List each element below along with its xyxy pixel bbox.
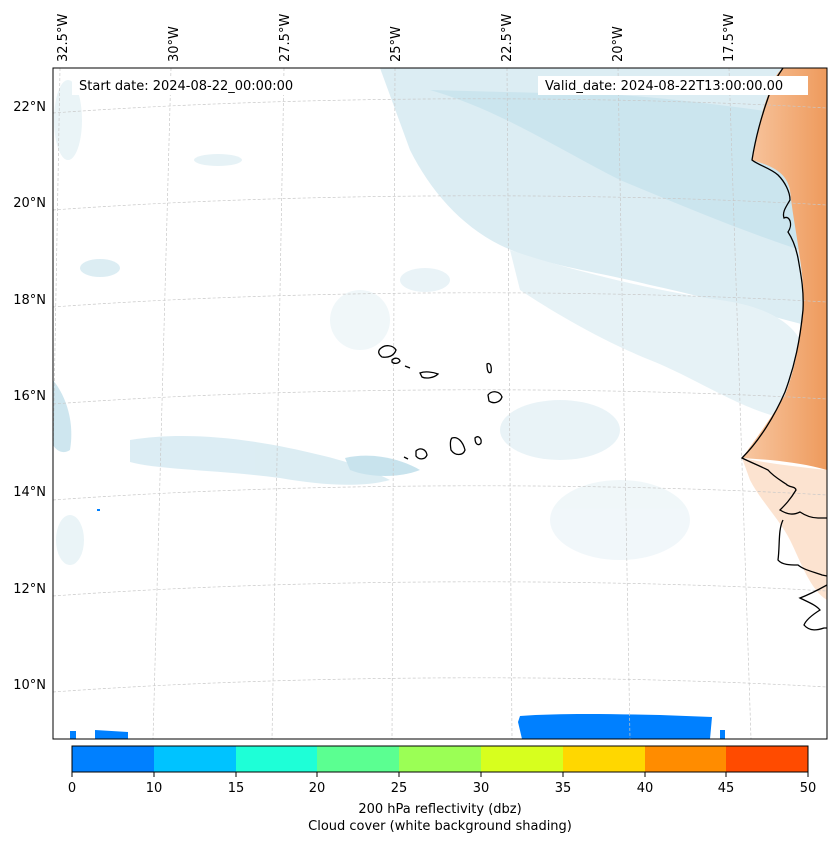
cloud-band-east	[510, 250, 800, 420]
colorbar-label: 200 hPa reflectivity (dbz)	[358, 802, 521, 817]
cloud-patch-c	[80, 259, 120, 277]
colorbar-tick-10: 10	[146, 781, 163, 796]
valid-date-label: Valid_date: 2024-08-22T13:00:00.00	[545, 79, 783, 94]
island-santo-antao	[378, 345, 397, 358]
island-sao-nicolau	[419, 371, 440, 379]
map-panel	[53, 68, 827, 739]
cloud-patch-e	[54, 80, 82, 160]
land-shade-mauritania	[742, 68, 827, 470]
start-date-box	[72, 76, 312, 95]
lat-label-10: 10°N	[13, 678, 46, 693]
colorbar-tick-30: 30	[473, 781, 490, 796]
colorbar-frame	[71, 745, 809, 773]
colorbar-segment-6	[481, 746, 563, 772]
lon-label-27-5: 27.5°W	[278, 14, 293, 62]
lat-label-20: 20°N	[13, 196, 46, 211]
map-frame	[52, 67, 828, 740]
gridline-lat-20	[53, 195, 827, 211]
gridline-lon-25	[391, 68, 396, 739]
island-sal	[486, 362, 492, 374]
colorbar-segment-8	[645, 746, 726, 772]
cloud-patch-g	[500, 400, 620, 460]
gridline-lat-16	[53, 389, 827, 405]
lon-label-32-5: 32.5°W	[56, 14, 71, 62]
lat-label-16: 16°N	[13, 389, 46, 404]
island-fogo	[415, 448, 428, 460]
lon-label-17-5: 17.5°W	[722, 14, 737, 62]
island-santa-luzia	[404, 365, 411, 369]
gridline-lon-27-5	[271, 68, 285, 739]
coastlines	[378, 68, 827, 631]
lat-label-22: 22°N	[13, 100, 46, 115]
latitude-labels: 22°N 20°N 18°N 16°N 14°N 12°N 10°N	[13, 100, 46, 693]
colorbar-tick-15: 15	[228, 781, 245, 796]
colorbar-segment-9	[726, 746, 808, 772]
colorbar: 0 10 15 20 25 30 35 40 45 50 200 hPa ref…	[68, 745, 817, 834]
colorbar-segment-5	[399, 746, 481, 772]
reflectivity-patches	[70, 509, 725, 739]
cloud-band-west	[130, 435, 390, 485]
colorbar-tick-20: 20	[309, 781, 326, 796]
cloud-cover-shading	[53, 68, 827, 565]
colorbar-tick-50: 50	[800, 781, 817, 796]
gridline-lat-18	[53, 292, 827, 308]
gridline-lat-14	[53, 485, 827, 501]
reflectivity-patch-se	[720, 730, 725, 739]
colorbar-segment-2	[154, 746, 236, 772]
lon-label-22-5: 22.5°W	[500, 14, 515, 62]
colorbar-tick-40: 40	[637, 781, 654, 796]
reflectivity-patch-sw1	[95, 730, 128, 739]
gridline-lon-20	[617, 68, 631, 739]
island-sao-vicente	[391, 357, 401, 365]
gridline-lon-30	[152, 68, 172, 739]
graticule	[53, 68, 827, 739]
colorbar-segment-1	[72, 746, 154, 772]
cloud-patch-a	[345, 455, 420, 476]
colorbar-tick-35: 35	[555, 781, 572, 796]
coastline-gambia	[777, 519, 827, 577]
lon-label-30: 30°W	[167, 26, 182, 62]
island-maio	[474, 436, 482, 446]
island-santiago	[449, 436, 466, 456]
coastline-mainland	[740, 68, 827, 519]
colorbar-tick-0: 0	[68, 781, 76, 796]
colorbar-tick-45: 45	[718, 781, 735, 796]
reflectivity-patch-sw2	[70, 731, 76, 739]
lon-label-20: 20°W	[611, 26, 626, 62]
start-date-label: Start date: 2024-08-22_00:00:00	[79, 79, 293, 94]
colorbar-segment-3	[236, 746, 317, 772]
gridline-lon-22-5	[506, 68, 513, 739]
valid-date-box	[538, 76, 808, 95]
cloud-patch-h	[550, 480, 690, 560]
gridline-lat-22	[53, 98, 827, 114]
cloud-patch-j	[400, 268, 450, 292]
island-boa-vista	[487, 391, 503, 404]
gridline-lon-17-5	[728, 68, 752, 739]
colorbar-segment-7	[563, 746, 645, 772]
lat-label-18: 18°N	[13, 293, 46, 308]
lon-label-25: 25°W	[389, 26, 404, 62]
colorbar-tick-25: 25	[391, 781, 408, 796]
cloud-patch-d	[194, 154, 242, 166]
gridline-lon-32-5	[53, 68, 61, 479]
colorbar-sublabel: Cloud cover (white background shading)	[308, 819, 572, 834]
colorbar-tick-marks	[71, 772, 809, 777]
cloud-patch-b	[53, 380, 72, 453]
colorbar-segment-4	[317, 746, 399, 772]
cloud-band-core	[430, 90, 827, 260]
coastline-guinea	[798, 584, 827, 631]
gridline-lat-10	[53, 677, 827, 693]
island-brava	[403, 456, 409, 460]
cloud-patch-f	[56, 515, 84, 565]
lat-label-14: 14°N	[13, 485, 46, 500]
reflectivity-dot	[97, 509, 100, 511]
longitude-labels: 32.5°W 30°W 27.5°W 25°W 22.5°W 20°W 17.5…	[56, 14, 737, 62]
gridline-lat-12	[53, 581, 827, 597]
lat-label-12: 12°N	[13, 582, 46, 597]
reflectivity-patch-south	[518, 714, 712, 739]
cloud-patch-i	[330, 290, 390, 350]
